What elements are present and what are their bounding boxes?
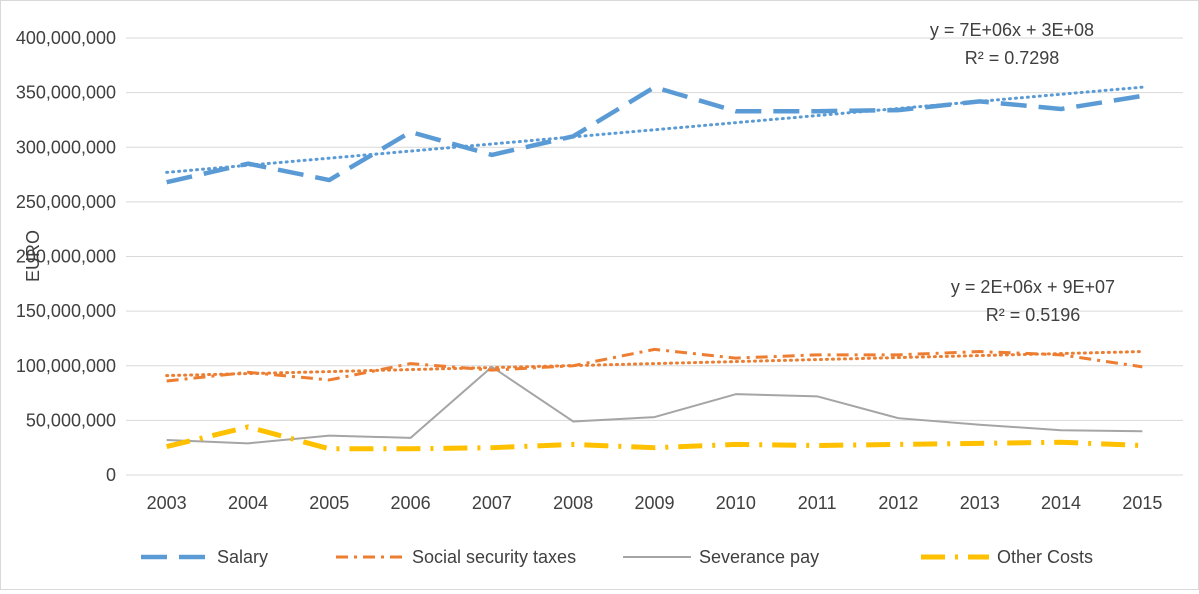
x-tick-label: 2011: [798, 493, 837, 513]
series-line-severance-pay: [166, 365, 1143, 445]
x-tick-label: 2015: [1122, 493, 1162, 513]
social-trend-equation: y = 2E+06x + 9E+07: [951, 277, 1115, 297]
x-tick-label: 2003: [147, 493, 187, 513]
trendline-salary: [165, 85, 1144, 174]
x-tick-label: 2010: [716, 493, 756, 513]
x-tick-label: 2008: [553, 493, 593, 513]
data-series: [166, 84, 1143, 452]
trendline-equations: y = 7E+06x + 3E+08 R² = 0.7298 y = 2E+06…: [930, 20, 1115, 325]
trendline-social-security-taxes: [165, 350, 1144, 378]
y-tick-label: 300,000,000: [16, 137, 116, 157]
y-tick-label: 250,000,000: [16, 192, 116, 212]
legend-label: Severance pay: [699, 547, 819, 567]
series-line-other-costs: [166, 424, 1143, 452]
salary-trend-r2: R² = 0.7298: [965, 48, 1060, 68]
x-tick-label: 2012: [878, 493, 918, 513]
salary-trend-equation: y = 7E+06x + 3E+08: [930, 20, 1094, 40]
legend-label: Salary: [217, 547, 268, 567]
legend: Salary Social security taxes Severance pay…: [141, 547, 1093, 567]
x-tick-label: 2014: [1041, 493, 1081, 513]
legend-label: Other Costs: [997, 547, 1093, 567]
x-tick-label: 2009: [634, 493, 674, 513]
y-axis-label: EURO: [23, 230, 43, 282]
x-tick-label: 2013: [960, 493, 1000, 513]
x-tick-label: 2004: [228, 493, 268, 513]
y-tick-label: 150,000,000: [16, 301, 116, 321]
series-line-social-security-taxes: [166, 347, 1143, 383]
y-tick-label: 400,000,000: [16, 28, 116, 48]
y-axis-tick-labels: 400,000,000 350,000,000 300,000,000 250,000…: [16, 28, 116, 485]
x-tick-label: 2005: [309, 493, 349, 513]
y-tick-label: 50,000,000: [26, 410, 116, 430]
x-tick-label: 2007: [472, 493, 512, 513]
x-tick-label: 2006: [391, 493, 431, 513]
y-tick-label: 200,000,000: [16, 247, 116, 267]
social-trend-r2: R² = 0.5196: [986, 305, 1081, 325]
series-line-salary: [166, 84, 1143, 185]
gridlines: [126, 37, 1183, 476]
legend-label: Social security taxes: [412, 547, 576, 567]
x-axis-tick-labels: 2003 2004 2005 2006 2007 2008 2009 2010 2011 2012…: [147, 493, 1163, 513]
y-tick-label: 350,000,000: [16, 83, 116, 103]
y-tick-label: 0: [106, 465, 116, 485]
y-tick-label: 100,000,000: [16, 356, 116, 376]
trendlines: [165, 85, 1144, 378]
